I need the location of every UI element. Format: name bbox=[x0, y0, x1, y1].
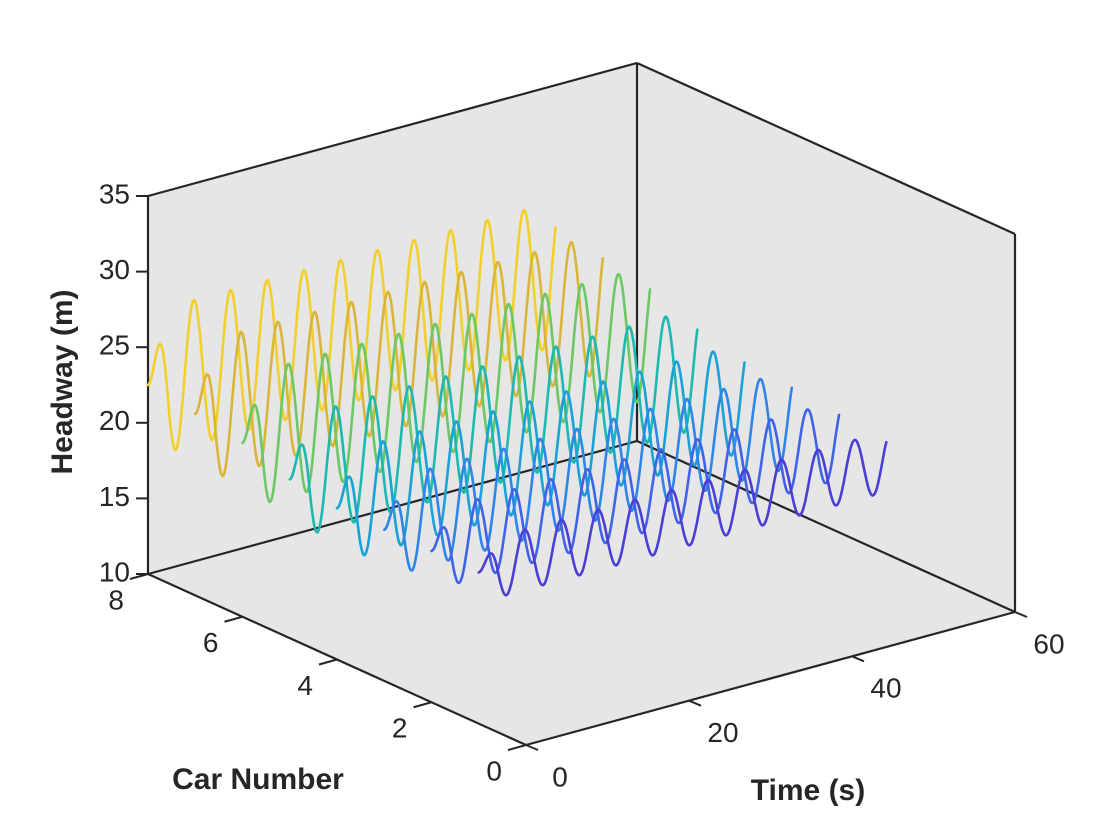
z-tick-label-20: 20 bbox=[99, 405, 130, 436]
y-tick-8 bbox=[129, 573, 149, 580]
x-tick-40 bbox=[851, 655, 865, 663]
ticks-group: 10 15 20 25 30 35 0 2 4 6 8 0 20 40 60 bbox=[99, 178, 1065, 792]
series-line-car-5 bbox=[288, 315, 699, 534]
y-tick-label-6: 6 bbox=[203, 627, 219, 658]
series-line-car-6 bbox=[241, 272, 652, 504]
x-tick-label-0: 0 bbox=[552, 761, 568, 792]
edge-top-right bbox=[636, 61, 1016, 236]
y-tick-4 bbox=[318, 658, 338, 666]
y-tick-label-2: 2 bbox=[392, 713, 408, 744]
edge-front-right bbox=[525, 610, 1016, 747]
x-tick-60 bbox=[1014, 611, 1028, 618]
series-line-car-2 bbox=[430, 408, 841, 585]
z-tick-label-30: 30 bbox=[99, 254, 130, 285]
y-tick-label-0: 0 bbox=[486, 755, 502, 786]
x-tick-20 bbox=[688, 699, 702, 707]
y-axis-title: Car Number bbox=[172, 763, 344, 796]
series-line-car-1 bbox=[477, 438, 888, 597]
edge-top-left bbox=[147, 61, 638, 198]
y-tick-label-8: 8 bbox=[108, 584, 124, 615]
x-tick-0 bbox=[525, 744, 539, 751]
series-line-car-3 bbox=[382, 377, 794, 572]
back-wall-car bbox=[637, 63, 1015, 612]
z-axis-title: Headway (m) bbox=[46, 289, 79, 474]
z-tick-label-35: 35 bbox=[99, 178, 130, 209]
z-tick-label-25: 25 bbox=[99, 330, 130, 361]
x-axis-title: Time (s) bbox=[751, 774, 865, 807]
series-group bbox=[146, 208, 888, 597]
y-tick-label-4: 4 bbox=[297, 670, 313, 701]
y-tick-6 bbox=[224, 615, 243, 623]
z-tick-label-15: 15 bbox=[99, 481, 130, 512]
y-tick-2 bbox=[413, 701, 432, 709]
x-tick-label-60: 60 bbox=[1033, 628, 1064, 659]
z-tick-label-10: 10 bbox=[99, 556, 130, 587]
x-tick-label-40: 40 bbox=[870, 673, 901, 704]
y-tick-0 bbox=[507, 744, 527, 751]
floor-pane bbox=[148, 441, 1015, 745]
x-tick-label-20: 20 bbox=[707, 717, 738, 748]
